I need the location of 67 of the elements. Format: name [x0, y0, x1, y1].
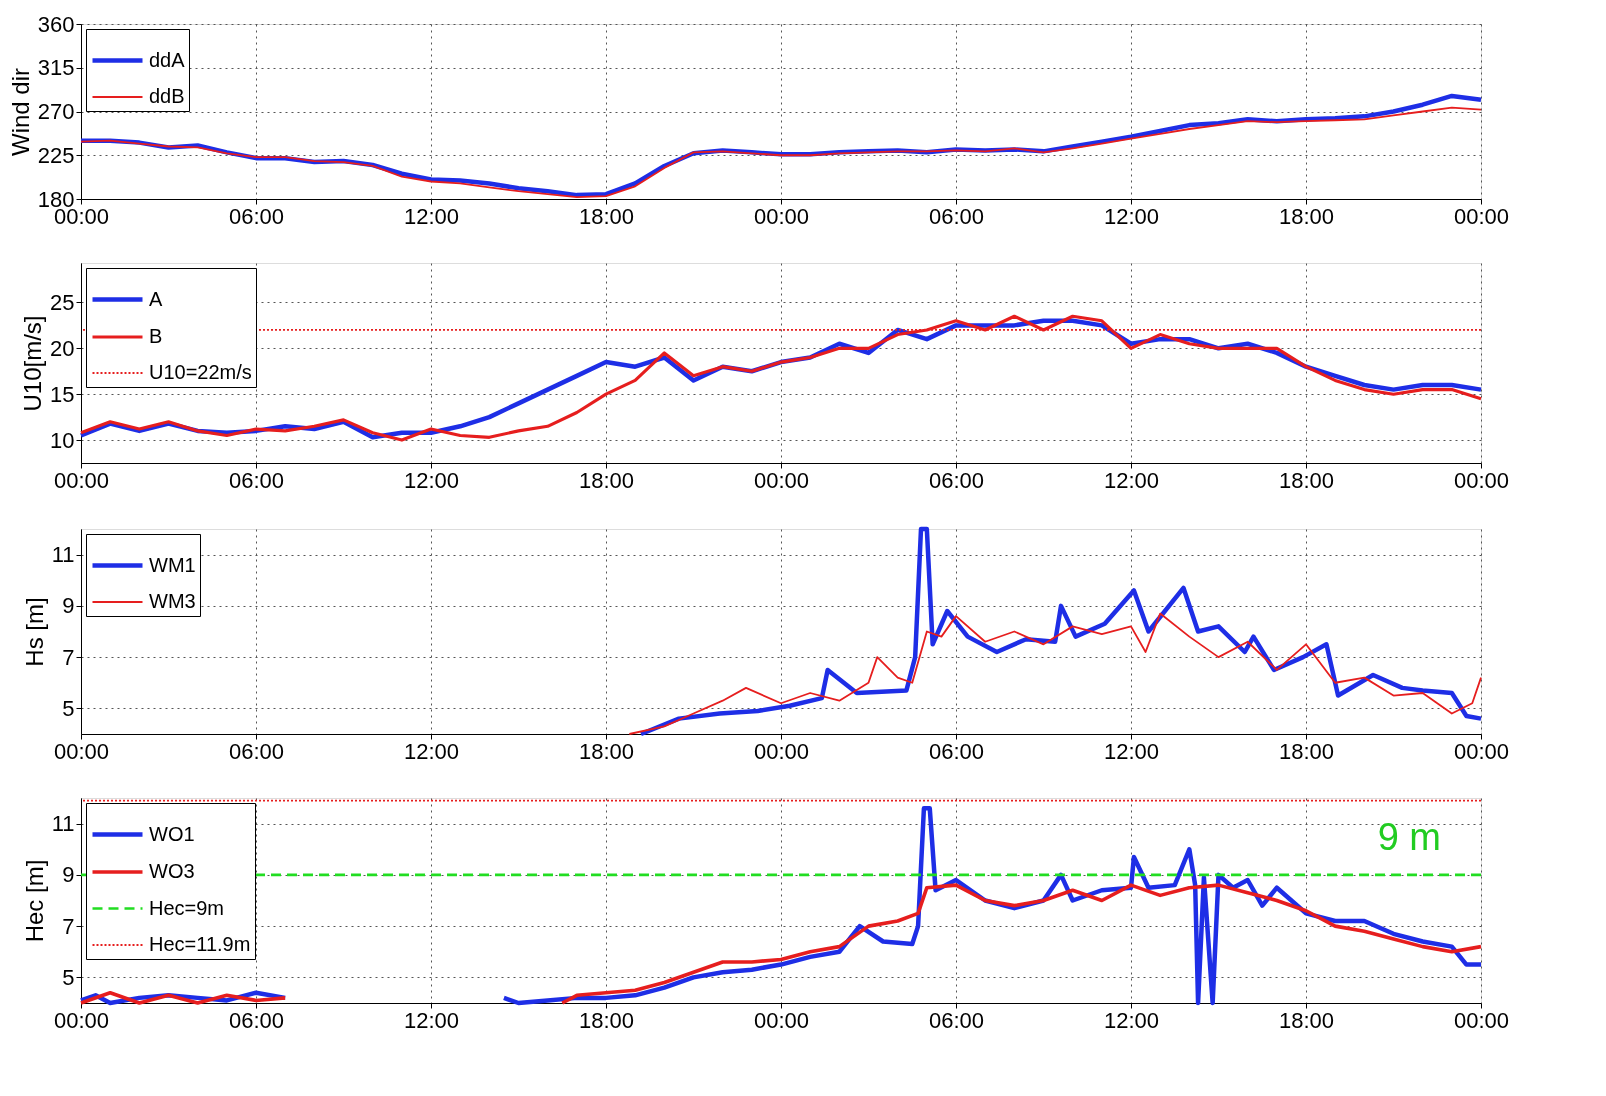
x-tick-label: 12:00 [1103, 203, 1160, 229]
legend-label: ddB [149, 85, 185, 107]
legend-label: Hec=11.9m [149, 933, 251, 955]
x-tick-label: 18:00 [578, 738, 635, 764]
x-tick-label: 12:00 [1103, 738, 1160, 764]
y-tick-label: 11 [51, 811, 75, 837]
y-tick-label: 7 [62, 644, 75, 670]
x-tick-label: 06:00 [928, 467, 985, 493]
x-tick-label: 00:00 [53, 1007, 110, 1033]
x-tick-label: 18:00 [1278, 467, 1335, 493]
y-tick-label: 270 [37, 99, 75, 124]
x-tick-label: 18:00 [1278, 1007, 1335, 1033]
y-tick-label: 5 [62, 695, 75, 721]
x-tick-label: 12:00 [403, 738, 460, 764]
y-tick-label: 315 [37, 55, 75, 81]
x-tick-label: 18:00 [1278, 738, 1335, 764]
x-tick-label: 00:00 [1453, 467, 1510, 493]
x-tick-label: 18:00 [578, 203, 635, 229]
y-tick-label: 15 [50, 381, 75, 407]
x-tick-label: 12:00 [403, 203, 460, 229]
x-tick-label: 00:00 [1453, 1007, 1510, 1033]
y-tick-label: 25 [50, 289, 75, 315]
legend-label: WM1 [149, 553, 196, 576]
y-tick-label: 20 [50, 335, 75, 361]
x-tick-label: 06:00 [928, 1007, 985, 1033]
legend-label: Hec=9m [149, 896, 225, 919]
x-tick-label: 12:00 [1103, 467, 1160, 493]
y-axis-title: U10[m/s] [19, 315, 47, 412]
y-axis-title: Hec [m] [20, 859, 48, 943]
x-tick-label: 00:00 [1453, 203, 1510, 229]
x-tick-label: 06:00 [928, 203, 985, 229]
x-tick-label: 00:00 [53, 467, 110, 493]
legend-label: A [149, 287, 163, 310]
x-tick-label: 12:00 [403, 467, 460, 493]
y-tick-label: 360 [37, 11, 75, 37]
x-tick-label: 12:00 [1103, 1007, 1160, 1033]
x-tick-label: 00:00 [753, 1007, 810, 1033]
y-tick-label: 5 [62, 964, 75, 990]
legend-label: WO1 [149, 822, 195, 845]
legend-label: WO3 [149, 860, 195, 882]
x-tick-label: 00:00 [753, 203, 810, 229]
y-axis-title: Wind dir [6, 67, 34, 157]
x-tick-label: 00:00 [1453, 738, 1510, 764]
y-tick-label: 10 [50, 427, 75, 453]
x-tick-label: 00:00 [753, 467, 810, 493]
x-tick-label: 18:00 [578, 1007, 635, 1033]
annotation: 9 m [1377, 816, 1441, 858]
x-tick-label: 06:00 [228, 467, 285, 493]
legend-label: B [149, 325, 163, 347]
x-tick-label: 06:00 [928, 738, 985, 764]
y-tick-label: 225 [37, 142, 75, 168]
x-tick-label: 00:00 [53, 738, 110, 764]
y-tick-label: 11 [51, 542, 75, 568]
x-tick-label: 18:00 [578, 467, 635, 493]
x-tick-label: 18:00 [1278, 203, 1335, 229]
y-axis-title: Hs [m] [20, 597, 48, 667]
y-tick-label: 9 [62, 862, 75, 888]
legend-label: U10=22m/s [149, 361, 252, 383]
x-tick-label: 00:00 [753, 738, 810, 764]
x-tick-label: 12:00 [403, 1007, 460, 1033]
legend-label: ddA [149, 48, 186, 71]
x-tick-label: 06:00 [228, 203, 285, 229]
y-tick-label: 7 [62, 913, 75, 939]
legend-label: WM3 [149, 590, 196, 612]
x-tick-label: 06:00 [228, 738, 285, 764]
y-tick-label: 9 [62, 593, 75, 619]
x-tick-label: 06:00 [228, 1007, 285, 1033]
